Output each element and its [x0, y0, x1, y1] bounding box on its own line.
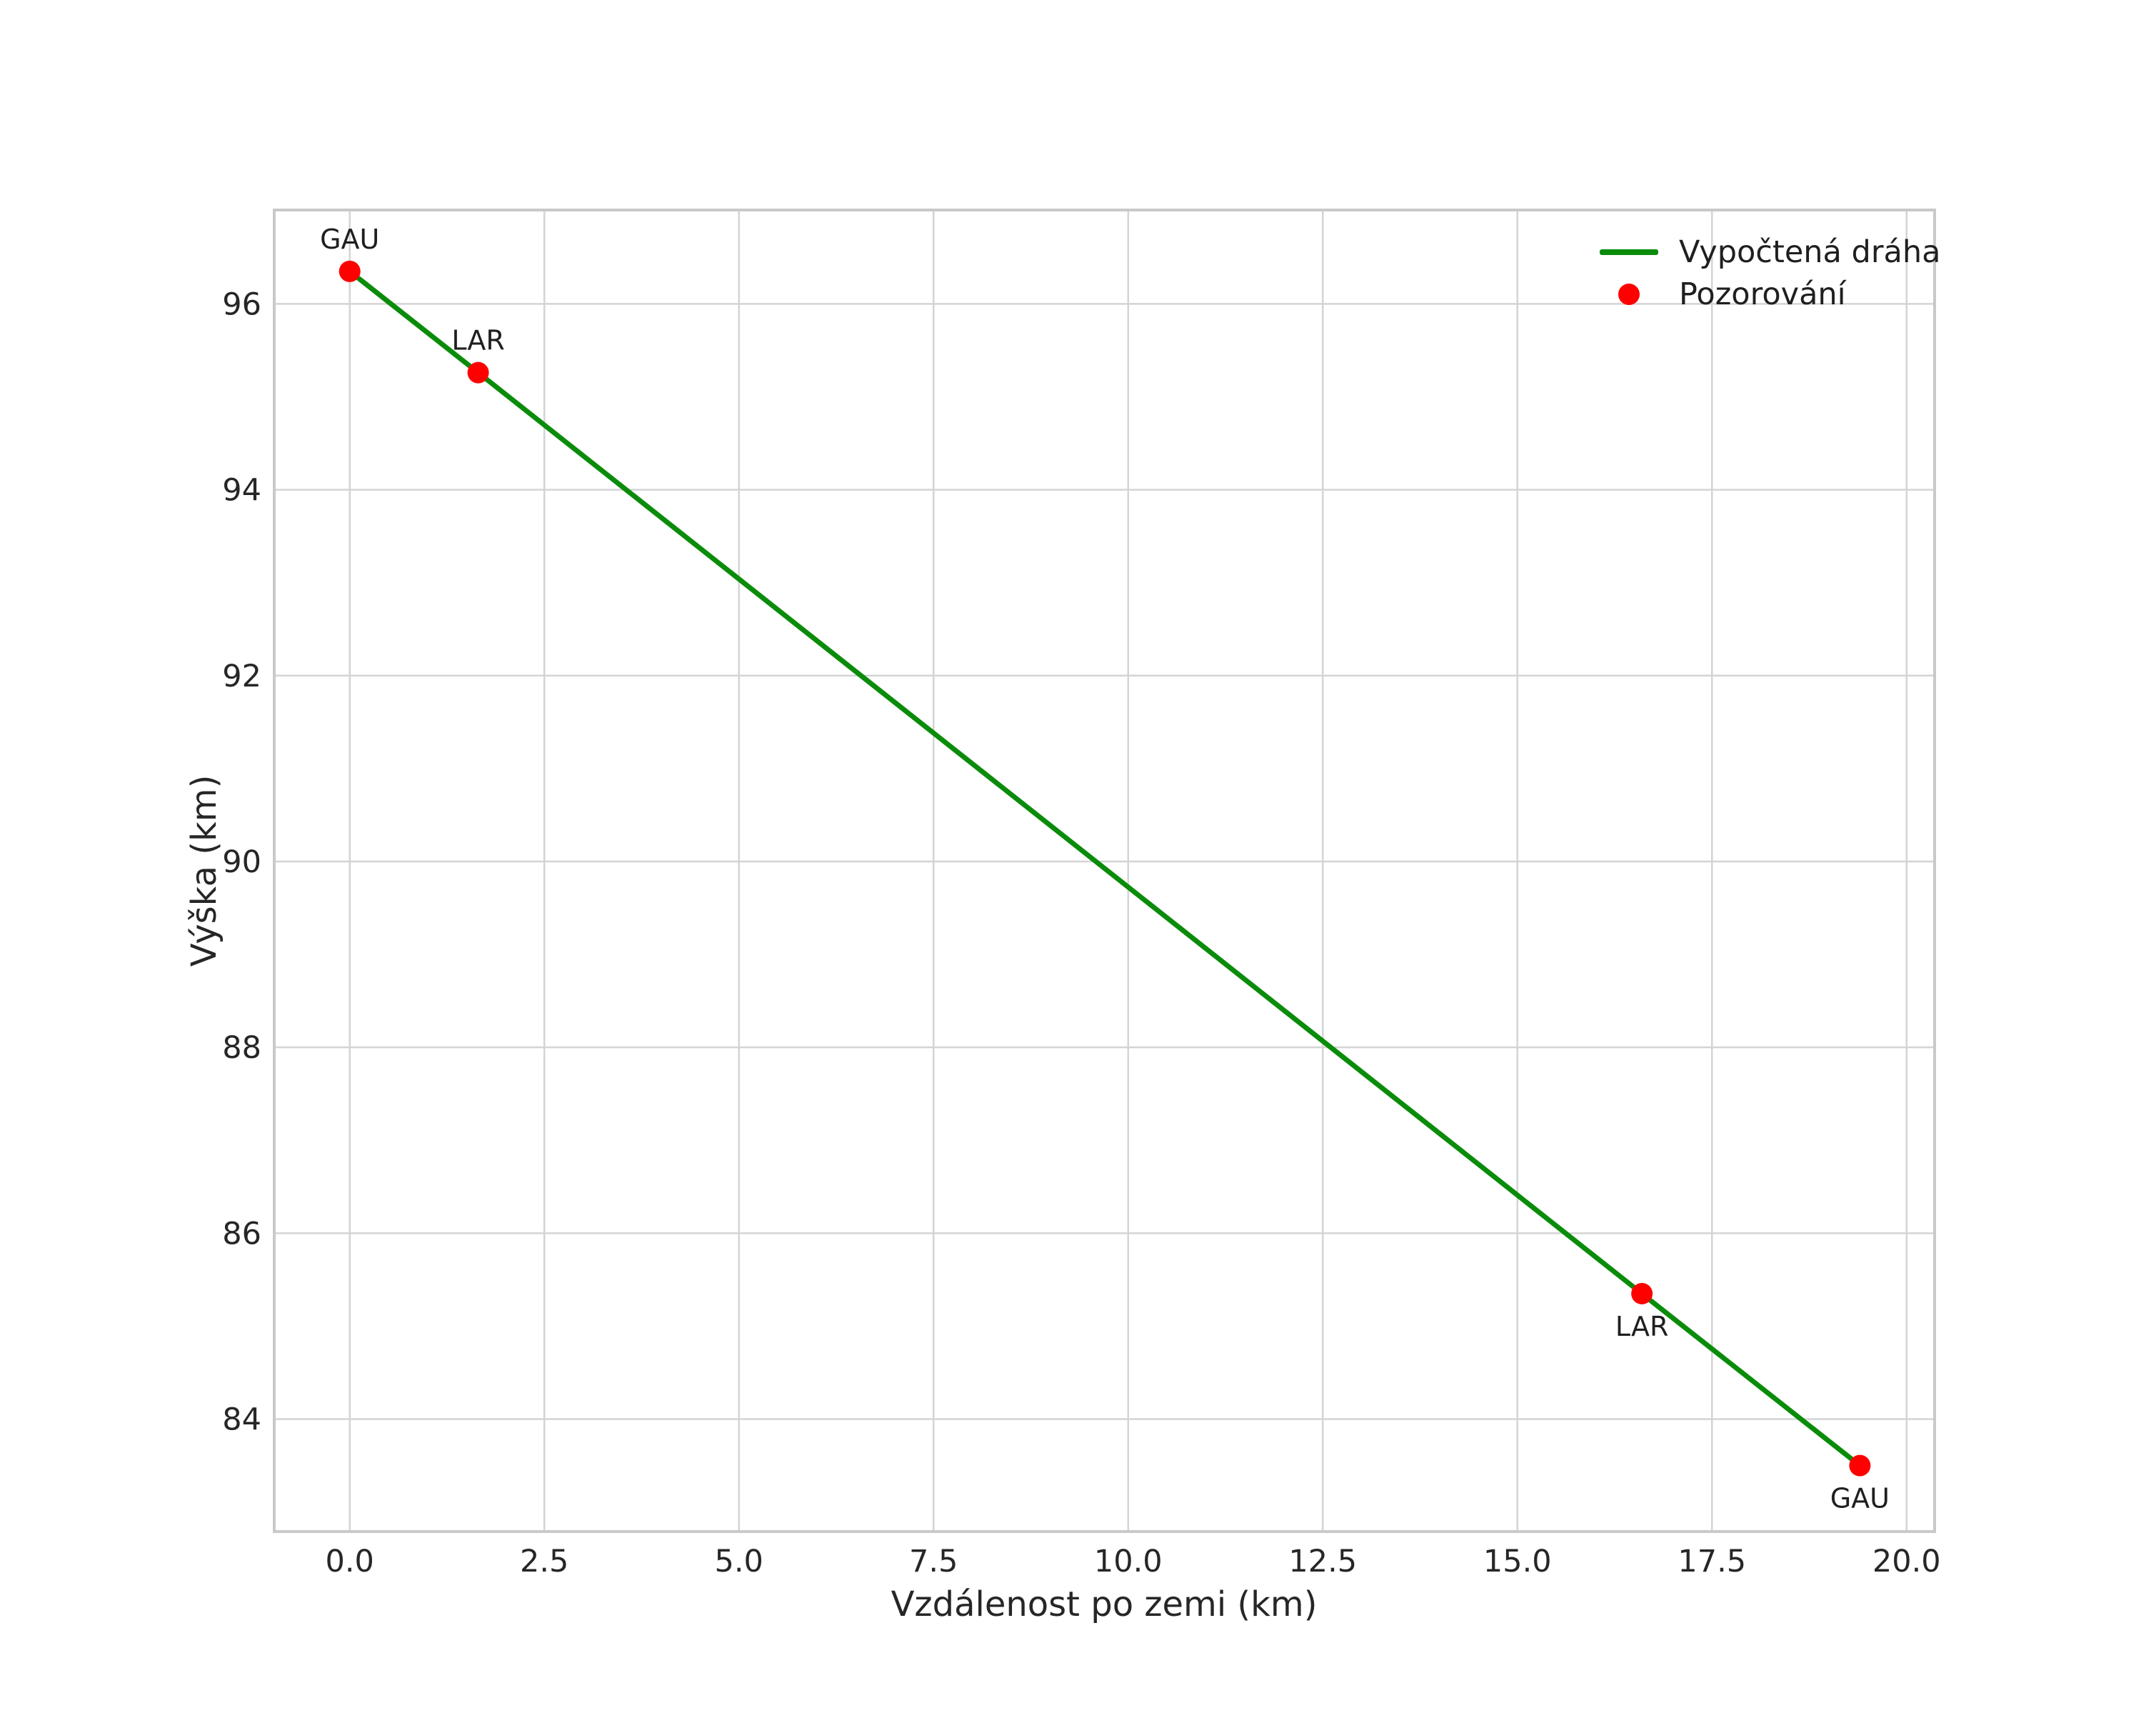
y-tick-label: 94 [222, 473, 261, 509]
x-axis-label: Vzdálenost po zemi (km) [891, 1584, 1318, 1624]
legend-line-swatch [1600, 249, 1658, 255]
x-tick-label: 7.5 [909, 1544, 958, 1579]
y-tick-label: 88 [222, 1030, 261, 1066]
legend-item-observations: Pozorování [1596, 273, 1940, 315]
x-tick-label: 0.0 [326, 1544, 374, 1579]
observation-point [1631, 1282, 1653, 1304]
point-annotation-LAR: LAR [1615, 1311, 1668, 1342]
x-tick-label: 20.0 [1872, 1544, 1941, 1579]
observation-point [339, 260, 361, 282]
y-axis-label: Výška (km) [184, 774, 224, 967]
point-annotation-GAU: GAU [320, 224, 379, 255]
legend-dot-swatch [1618, 283, 1640, 305]
point-annotation-LAR: LAR [451, 325, 504, 356]
legend-item-computed-path: Vypočtená dráha [1596, 231, 1940, 273]
y-tick-label: 96 [222, 286, 261, 322]
y-tick-label: 84 [222, 1402, 261, 1438]
legend-label-computed-path: Vypočtená dráha [1679, 234, 1941, 270]
y-tick-label: 92 [222, 659, 261, 694]
observation-point [1849, 1454, 1871, 1477]
x-tick-label: 12.5 [1288, 1544, 1357, 1579]
x-tick-label: 17.5 [1678, 1544, 1746, 1579]
legend-sample-cell [1596, 231, 1662, 273]
y-tick-label: 86 [222, 1216, 261, 1252]
legend-label-observations: Pozorování [1679, 276, 1846, 312]
legend-sample-cell [1596, 273, 1662, 315]
x-tick-label: 15.0 [1483, 1544, 1552, 1579]
x-tick-label: 2.5 [520, 1544, 568, 1579]
observation-point [467, 361, 489, 384]
x-tick-label: 10.0 [1094, 1544, 1163, 1579]
point-annotation-GAU: GAU [1830, 1483, 1890, 1514]
y-tick-label: 90 [222, 844, 261, 880]
computed-trajectory-line [347, 269, 1862, 1469]
x-tick-label: 5.0 [715, 1544, 763, 1579]
legend: Vypočtená dráha Pozorování [1596, 231, 1940, 315]
plot-border [273, 209, 1936, 1533]
